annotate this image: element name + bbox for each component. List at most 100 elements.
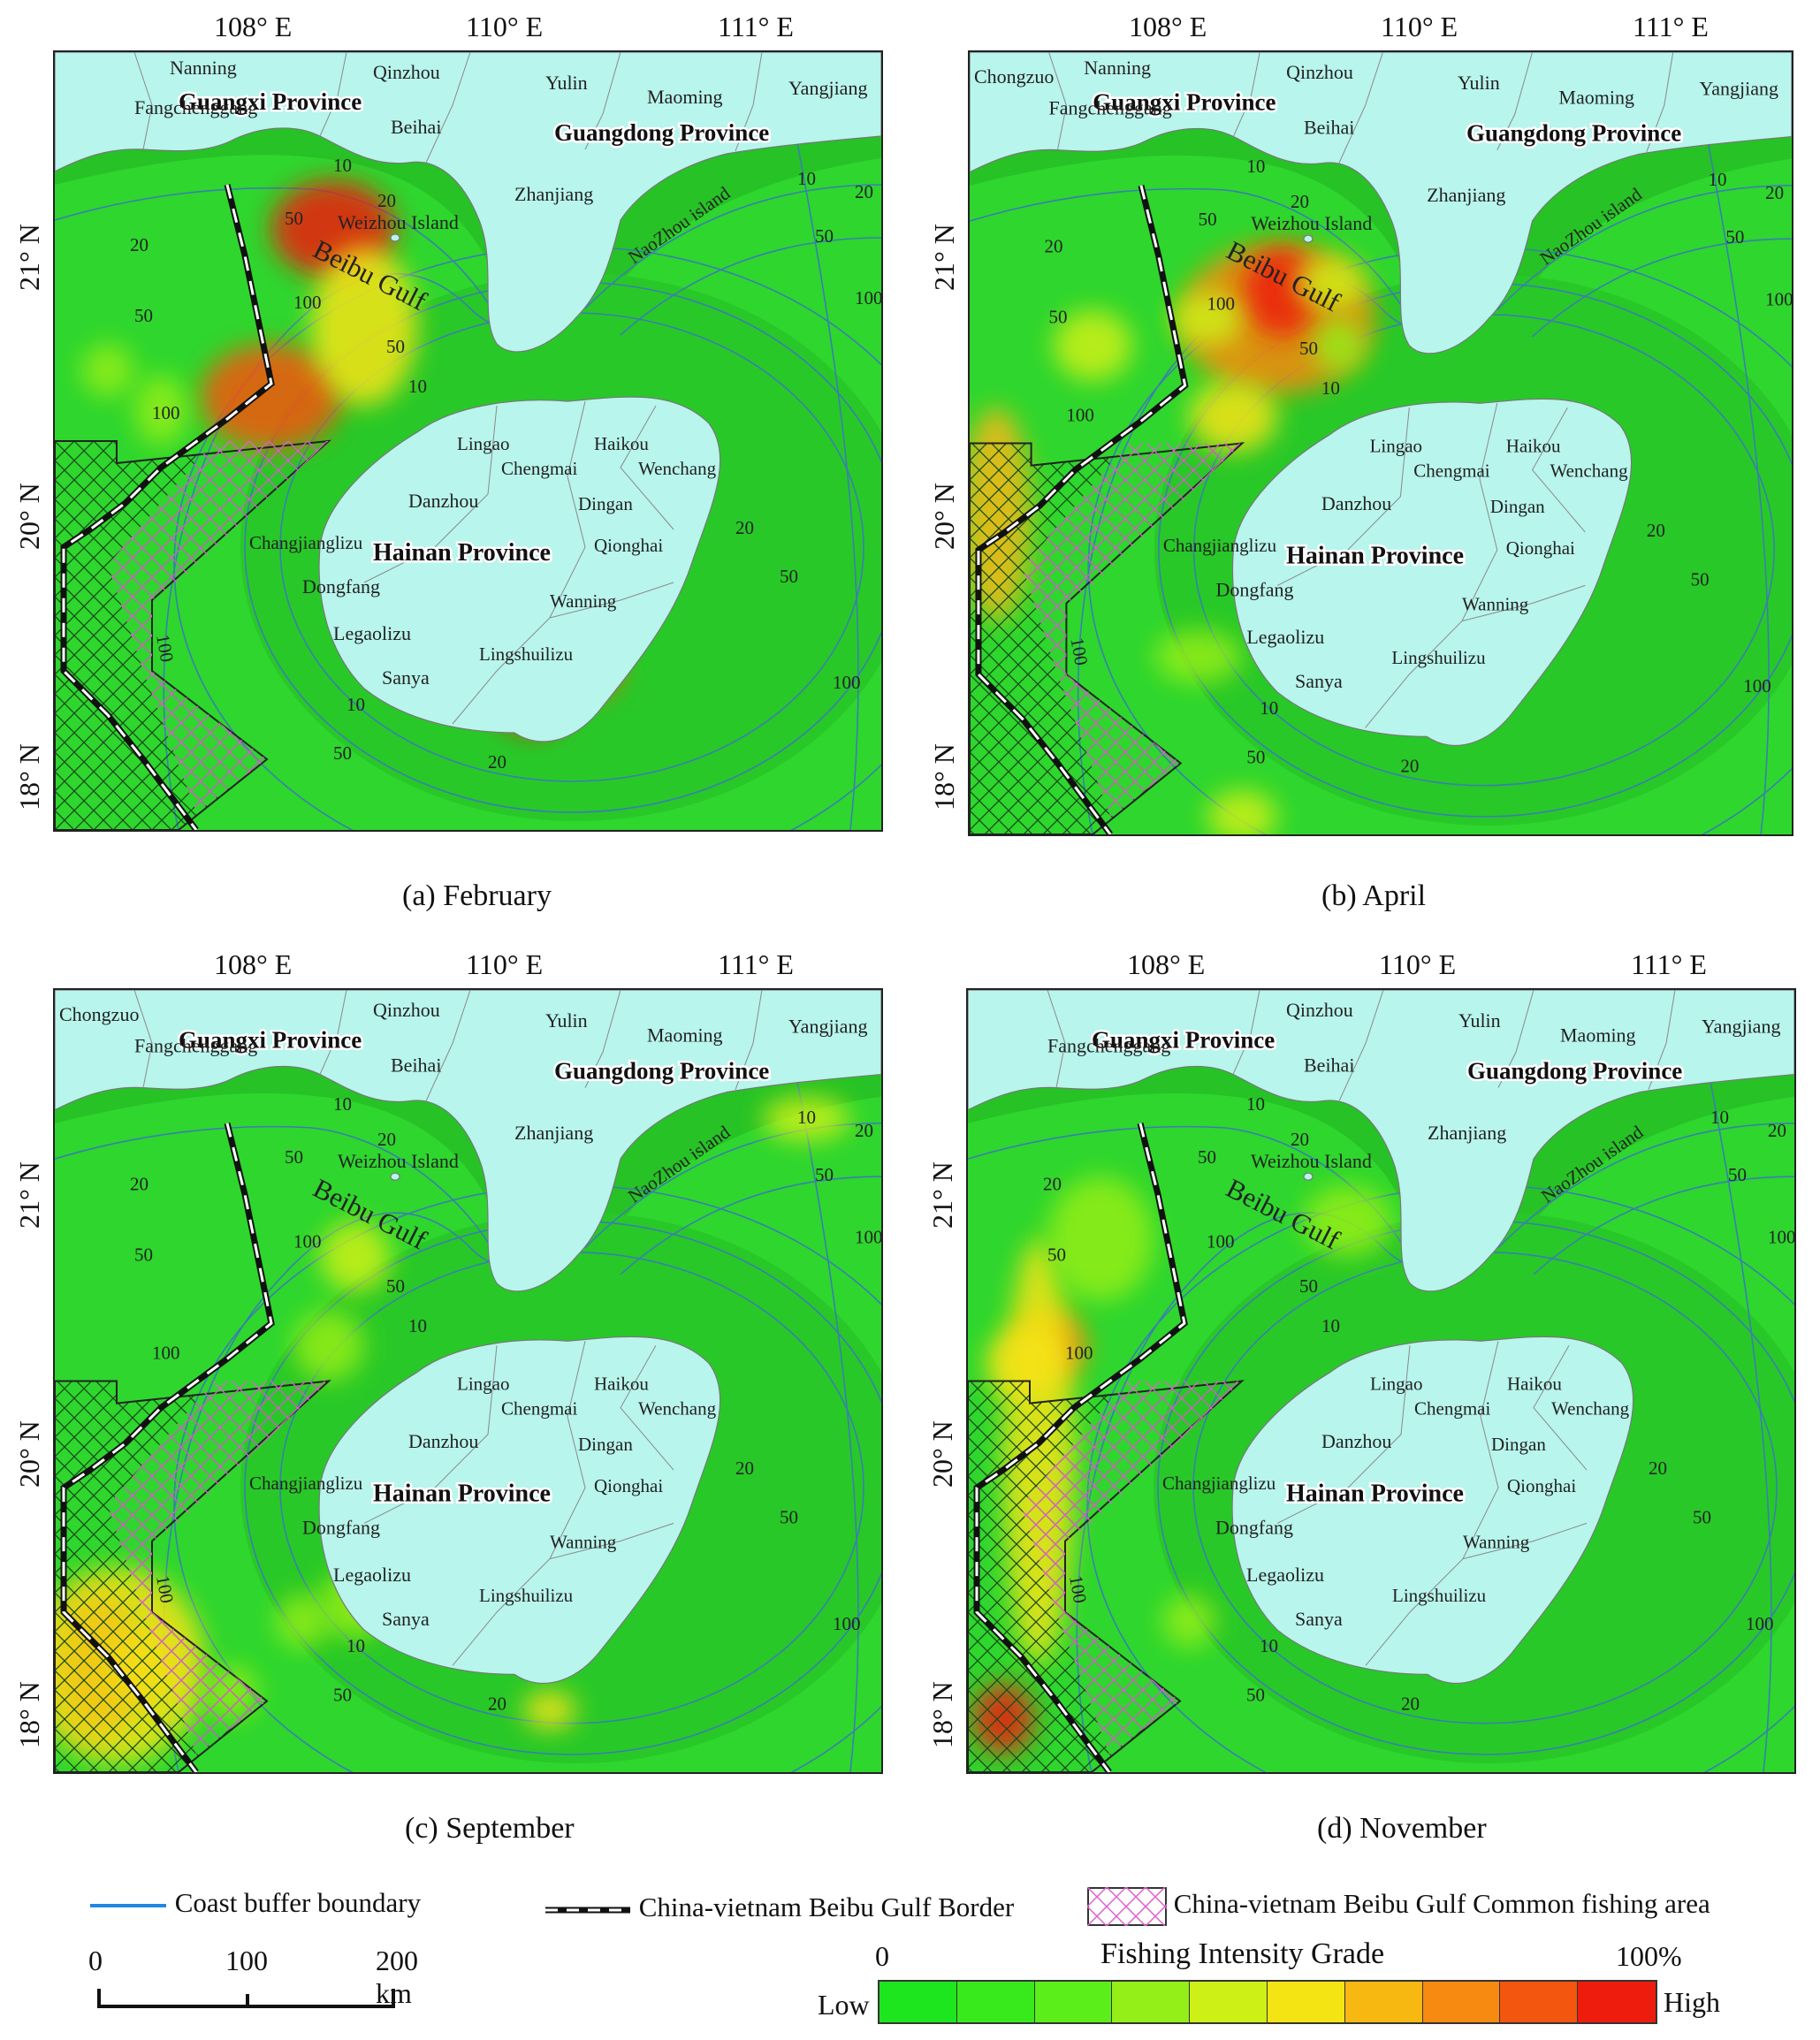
label-guangxi: Guangxi Province [1093, 88, 1276, 115]
label-zhanjiang: Zhanjiang [1427, 184, 1505, 206]
label-weizhou: Weizhou Island [1251, 1150, 1372, 1172]
label-yangjiang: Yangjiang [788, 1015, 867, 1037]
depth-label: 100 [152, 402, 180, 423]
fishing-hotspot [762, 1096, 850, 1141]
china-vietnam-border [973, 1123, 1188, 1772]
depth-label: 20 [130, 1173, 148, 1194]
label-changjiang: Changjianglizu [249, 1473, 363, 1494]
depth-label: 20 [735, 1458, 754, 1479]
lon-label: 108° E [214, 948, 293, 980]
fishing-hotspot [311, 247, 417, 406]
fishing-hotspot [1207, 789, 1278, 834]
fishing-hotspot [276, 1594, 329, 1648]
intensity-color-ramp [878, 1980, 1657, 2024]
depth-label: 100 [855, 287, 881, 308]
label-hainan: Hainan Province [1286, 1480, 1464, 1507]
depth-label: 20 [1045, 235, 1063, 256]
mainland-china [970, 52, 1792, 354]
legend-border: China-vietnam Beibu Gulf Border [544, 1892, 1014, 1923]
map-panel: Chongzuo Nanning Qinzhou Guangxi Provinc… [968, 50, 1793, 836]
label-dongfang: Dongfang [302, 575, 380, 598]
label-haikou: Haikou [594, 433, 649, 454]
map-panel: Nanning Qinzhou Guangxi Province Yulin M… [53, 50, 883, 832]
weizhou-island-shape [1303, 1172, 1314, 1181]
label-lingshuilizu: Lingshuilizu [479, 643, 574, 665]
fishing-hotspot [1189, 381, 1278, 453]
label-yulin: Yulin [1458, 72, 1500, 94]
depth-label: 20 [1765, 182, 1784, 203]
fishing-hotspot [523, 1690, 576, 1730]
label-lingshuilizu: Lingshuilizu [479, 1585, 574, 1606]
label-danzhou: Danzhou [1321, 492, 1391, 514]
depth-label: 20 [377, 1129, 396, 1150]
map-canvas: Qinzhou Guangxi Province Yulin Maoming Y… [968, 990, 1794, 1772]
scale-bar: 0 100 200 km [88, 1945, 460, 2024]
legend-common-area: China-vietnam Beibu Gulf Common fishing … [1067, 1886, 1710, 1927]
depth-label: 50 [1047, 1245, 1066, 1266]
intensity-title: Fishing Intensity Grade [1100, 1937, 1385, 1970]
fishing-hotspot [201, 344, 342, 450]
label-sanya: Sanya [382, 1608, 430, 1630]
label-weizhou: Weizhou Island [338, 211, 459, 233]
depth-label: 20 [1401, 1694, 1420, 1715]
label-wanning: Wanning [550, 1532, 617, 1553]
depth-label: 20 [855, 181, 873, 202]
lat-label: 18° N [926, 1681, 958, 1748]
depth-label: 100 [293, 292, 322, 313]
label-wenchang: Wenchang [1550, 461, 1628, 482]
admin-boundaries [1048, 52, 1674, 728]
lat-label: 18° N [13, 1681, 45, 1748]
land-masses [55, 990, 881, 1685]
label-haikou: Haikou [594, 1374, 649, 1395]
label-yangjiang: Yangjiang [788, 77, 867, 99]
common-area-swatch [1067, 1886, 1185, 1927]
depth-label: 20 [1400, 756, 1419, 777]
label-lingao: Lingao [457, 433, 509, 454]
depth-labels: 10 20 50 20 50 100 100 10 50 20 50 100 1… [1045, 156, 1792, 777]
depth-label: 20 [488, 751, 506, 773]
label-dingan: Dingan [1490, 496, 1545, 517]
depth-label: 50 [134, 1245, 153, 1266]
label-legaolizu: Legaolizu [1246, 1564, 1324, 1586]
hainan-island [1231, 398, 1633, 747]
intensity-min-label: 0 [875, 1940, 889, 1972]
intensity-grade-cell [1112, 1982, 1191, 2022]
map-canvas: Chongzuo Nanning Qinzhou Guangxi Provinc… [970, 52, 1792, 834]
lon-label: 110° E [466, 11, 544, 42]
depth-label: 20 [377, 190, 396, 211]
label-fangchenggang: Fangchenggang [134, 1034, 257, 1056]
label-lingao: Lingao [1370, 436, 1422, 457]
fishing-hotspot [1295, 256, 1366, 310]
depth-label: 50 [1246, 1685, 1265, 1706]
label-fangchenggang: Fangchenggang [1047, 1034, 1170, 1056]
lon-label: 108° E [1129, 11, 1207, 42]
label-beihai: Beihai [391, 116, 441, 138]
lat-label: 18° N [13, 743, 45, 811]
label-danzhou: Danzhou [1321, 1430, 1391, 1452]
depth-label: 10 [333, 1093, 352, 1115]
intensity-grade-cell [956, 1982, 1035, 2022]
scale-tick-100: 100 [225, 1945, 268, 1976]
depth-label: 20 [1649, 1458, 1667, 1479]
intensity-grade-cell [880, 1982, 957, 2022]
label-zhanjiang: Zhanjiang [514, 1122, 593, 1144]
depth-label: 10 [333, 155, 352, 176]
depth-label: 100 [1207, 1231, 1235, 1252]
fishing-hotspot [1171, 292, 1243, 346]
depth-label: 100 [1746, 1613, 1774, 1634]
label-chongzuo: Chongzuo [59, 1003, 139, 1025]
label-lingao: Lingao [457, 1374, 509, 1395]
depth-label: 50 [1693, 1506, 1711, 1527]
label-sanya: Sanya [1295, 670, 1343, 692]
label-dingan: Dingan [578, 493, 633, 514]
common-area-label: China-vietnam Beibu Gulf Common fishing … [1173, 1888, 1710, 1920]
intensity-grade-cell [1344, 1982, 1423, 2022]
depth-label: 10 [1246, 156, 1265, 177]
legend-coast-buffer: Coast buffer boundary [88, 1887, 421, 1919]
label-beihai: Beihai [391, 1054, 441, 1077]
lon-label: 108° E [1127, 948, 1206, 980]
admin-boundaries [1047, 990, 1676, 1666]
depth-label: 50 [1725, 226, 1744, 247]
depth-label: 50 [1691, 568, 1710, 590]
label-wanning: Wanning [550, 590, 617, 612]
